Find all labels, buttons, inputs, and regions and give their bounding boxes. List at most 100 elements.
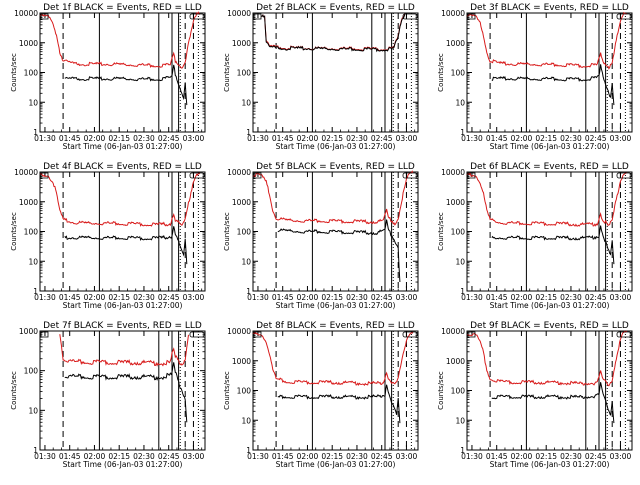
panel-3: Det 3f BLACK = Events, RED = LLD 1 10 100 10… (437, 3, 633, 151)
x-tick-label: 02:00 (511, 293, 533, 302)
x-tick-label: 03:00 (610, 293, 632, 302)
y-tick-label: 1 (460, 287, 465, 296)
y-tick-label: 10 (241, 257, 251, 266)
x-tick-label: 02:15 (108, 134, 130, 143)
x-tick-label: 02:45 (371, 134, 393, 143)
x-tick-label: 01:45 (272, 134, 294, 143)
x-tick-label: 01:45 (59, 293, 81, 302)
y-tick-label: 100 (24, 228, 39, 237)
x-tick-label: 02:30 (346, 134, 368, 143)
corner-indicator-left (40, 331, 49, 338)
x-tick-label: 01:45 (59, 452, 81, 461)
corner-indicator-left (253, 172, 262, 179)
series-line-events (277, 219, 401, 283)
x-tick-label: 02:15 (535, 452, 557, 461)
y-axis-label: Counts/sec (10, 371, 18, 410)
y-tick-label: 10 (241, 416, 251, 425)
x-axis-label: Start Time (06-Jan-03 01:27:00) (276, 460, 396, 469)
y-tick-label: 1 (33, 287, 38, 296)
x-tick-label: 02:15 (321, 293, 343, 302)
corner-indicator-left (467, 13, 476, 20)
x-tick-label: 02:45 (158, 452, 180, 461)
plot-frame (252, 12, 419, 133)
series-line-lld (466, 11, 627, 70)
x-tick-label: 02:30 (560, 293, 582, 302)
y-tick-label: 100 (24, 367, 39, 376)
panel-title: Det 4f BLACK = Events, RED = LLD (43, 162, 202, 172)
x-axis-label: Start Time (06-Jan-03 01:27:00) (276, 301, 396, 310)
x-tick-label: 01:30 (247, 134, 269, 143)
series-line-lld (252, 170, 414, 226)
x-tick-label: 02:30 (560, 134, 582, 143)
y-tick-label: 10 (455, 98, 465, 107)
plot-frame (466, 12, 633, 133)
y-tick-label: 1 (246, 287, 251, 296)
y-axis-label: Counts/sec (223, 53, 231, 92)
x-tick-label: 02:30 (346, 293, 368, 302)
x-tick-label: 02:00 (511, 452, 533, 461)
y-tick-label: 1000 (446, 39, 465, 48)
y-tick-label: 10000 (14, 9, 38, 18)
series-line-events (64, 362, 188, 423)
panel-title: Det 3f BLACK = Events, RED = LLD (470, 3, 629, 13)
corner-indicator-left (40, 172, 49, 179)
x-tick-label: 01:45 (486, 293, 508, 302)
panel-title: Det 6f BLACK = Events, RED = LLD (470, 162, 629, 172)
y-tick-label: 100 (451, 228, 466, 237)
series-line-events (64, 64, 188, 106)
x-tick-label: 01:30 (34, 134, 56, 143)
x-tick-label: 01:30 (34, 293, 56, 302)
corner-indicator-right (616, 13, 632, 20)
x-tick-label: 03:00 (183, 134, 205, 143)
y-tick-label: 1 (246, 128, 251, 137)
x-axis-label: Start Time (06-Jan-03 01:27:00) (63, 460, 183, 469)
corner-indicator-right (402, 172, 418, 179)
corner-indicator-right (189, 13, 205, 20)
series-line-lld (252, 331, 414, 387)
y-tick-label: 10 (455, 416, 465, 425)
x-tick-label: 02:15 (321, 452, 343, 461)
series-line-lld (466, 330, 628, 387)
series-line-lld (466, 172, 628, 227)
x-tick-label: 03:00 (396, 134, 418, 143)
plot-frame (466, 171, 633, 292)
y-tick-label: 100 (451, 69, 466, 78)
panel-2: Det 2f BLACK = Events, RED = LLD 1 10 100 10… (223, 3, 419, 151)
panel-4: Det 4f BLACK = Events, RED = LLD 1 10 100 10… (10, 162, 206, 310)
panel-title: Det 8f BLACK = Events, RED = LLD (256, 321, 415, 331)
panel-title: Det 1f BLACK = Events, RED = LLD (43, 3, 202, 13)
x-tick-label: 02:45 (585, 293, 607, 302)
x-tick-label: 02:00 (297, 452, 319, 461)
corner-indicator-right (189, 172, 205, 179)
x-tick-label: 02:00 (84, 293, 106, 302)
y-tick-label: 10000 (441, 168, 465, 177)
panel-6: Det 6f BLACK = Events, RED = LLD 1 10 100 10… (437, 162, 633, 310)
y-tick-label: 1000 (232, 357, 251, 366)
panel-5: Det 5f BLACK = Events, RED = LLD 1 10 100 10… (223, 162, 419, 310)
x-tick-label: 02:45 (371, 293, 393, 302)
x-tick-label: 02:15 (535, 293, 557, 302)
corner-indicator-right (616, 172, 632, 179)
x-tick-label: 02:15 (535, 134, 557, 143)
plot-frame (466, 330, 633, 451)
x-tick-label: 01:30 (34, 452, 56, 461)
x-tick-label: 01:30 (461, 452, 483, 461)
plot-frame (39, 12, 206, 133)
x-tick-label: 03:00 (610, 134, 632, 143)
x-tick-label: 03:00 (610, 452, 632, 461)
y-tick-label: 1000 (446, 357, 465, 366)
y-tick-label: 1 (246, 446, 251, 455)
x-tick-label: 01:45 (59, 134, 81, 143)
y-tick-label: 10 (241, 98, 251, 107)
x-axis-label: Start Time (06-Jan-03 01:27:00) (63, 301, 183, 310)
y-tick-label: 10 (28, 98, 38, 107)
x-tick-label: 02:15 (108, 293, 130, 302)
x-tick-label: 02:15 (321, 134, 343, 143)
panel-title: Det 5f BLACK = Events, RED = LLD (256, 162, 415, 172)
x-tick-label: 02:30 (133, 134, 155, 143)
x-axis-label: Start Time (06-Jan-03 01:27:00) (490, 142, 610, 151)
x-tick-label: 02:30 (560, 452, 582, 461)
x-tick-label: 01:30 (247, 452, 269, 461)
panel-8: Det 8f BLACK = Events, RED = LLD 1 10 100 10… (223, 321, 419, 469)
